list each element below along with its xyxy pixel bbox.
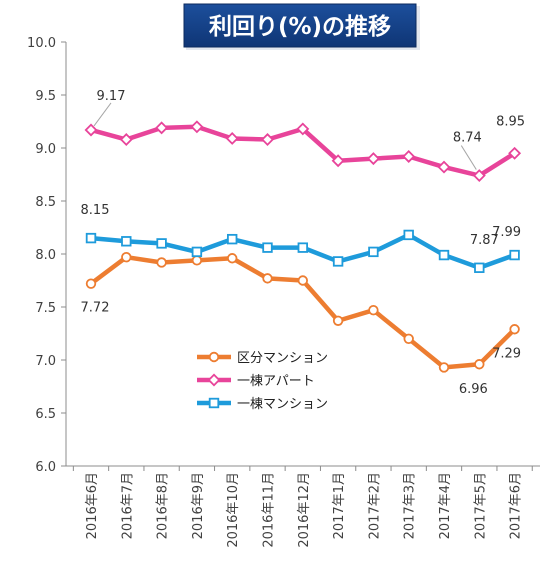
y-tick-label: 6.0 xyxy=(35,460,56,475)
data-point-ittou-mansion xyxy=(403,229,414,241)
x-tick-label: 2016年10月 xyxy=(226,472,241,548)
legend-label-ittou-apart: 一棟アパート xyxy=(237,374,315,389)
data-point-ittou-mansion xyxy=(191,246,203,258)
data-point-ittou-apart xyxy=(155,121,169,135)
x-tick-label: 2016年12月 xyxy=(297,472,312,548)
data-point-ittou-mansion xyxy=(368,246,379,258)
data-point-ittou-apart xyxy=(366,152,380,166)
data-label: 8.15 xyxy=(81,203,110,218)
x-tick-label: 2016年11月 xyxy=(262,472,277,548)
legend-marker-kubun xyxy=(208,351,220,363)
data-point-kubun xyxy=(403,333,414,345)
data-point-ittou-apart xyxy=(261,133,274,146)
data-label: 7.87 xyxy=(470,233,499,248)
x-tick-label: 2016年7月 xyxy=(120,472,135,539)
x-tick-label: 2017年3月 xyxy=(403,472,418,539)
data-point-ittou-apart xyxy=(190,120,204,134)
data-point-ittou-mansion xyxy=(297,242,309,253)
y-tick-label: 9.5 xyxy=(35,89,56,104)
data-point-ittou-mansion xyxy=(332,256,344,267)
x-tick-label: 2016年6月 xyxy=(85,472,100,539)
data-point-ittou-apart xyxy=(84,123,98,137)
data-point-ittou-apart xyxy=(225,131,239,145)
title-banner xyxy=(183,3,417,48)
data-point-ittou-apart xyxy=(472,169,486,183)
chart-title: 利回り(%)の推移 xyxy=(209,14,391,40)
x-tick-label: 2017年1月 xyxy=(332,472,347,539)
x-tick-label: 2016年8月 xyxy=(156,472,171,539)
y-tick-label: 9.0 xyxy=(35,142,56,157)
data-point-kubun xyxy=(191,255,203,266)
data-point-ittou-apart xyxy=(296,122,310,136)
y-tick-label: 6.5 xyxy=(35,407,56,422)
legend-label-ittou-mansion: 一棟マンション xyxy=(237,397,328,412)
data-label: 7.29 xyxy=(492,346,521,361)
y-tick-label: 8.0 xyxy=(35,248,56,263)
x-tick-label: 2016年9月 xyxy=(191,472,206,539)
data-point-kubun xyxy=(85,278,97,289)
data-point-ittou-apart xyxy=(402,150,416,163)
y-tick-label: 10.0 xyxy=(27,36,56,51)
data-point-kubun xyxy=(474,359,485,370)
data-point-ittou-mansion xyxy=(262,242,273,253)
legend-label-kubun: 区分マンション xyxy=(237,351,328,366)
data-point-ittou-mansion xyxy=(474,262,485,273)
legend-marker-ittou-apart xyxy=(207,373,221,387)
data-point-kubun xyxy=(262,273,273,284)
data-point-kubun xyxy=(156,257,167,268)
data-point-ittou-mansion xyxy=(121,236,132,247)
x-tick-label: 2017年6月 xyxy=(509,472,524,539)
data-point-ittou-apart xyxy=(508,146,522,160)
data-point-kubun xyxy=(368,304,379,316)
data-point-kubun xyxy=(332,315,344,326)
y-tick-label: 7.5 xyxy=(35,301,56,316)
data-label: 8.95 xyxy=(496,114,525,129)
data-point-kubun xyxy=(297,275,309,286)
data-point-ittou-apart xyxy=(331,154,345,168)
data-label: 8.74 xyxy=(453,131,482,146)
data-point-ittou-mansion xyxy=(85,232,97,244)
x-tick-label: 2017年2月 xyxy=(367,472,382,539)
x-tick-label: 2017年4月 xyxy=(438,472,453,539)
data-point-kubun xyxy=(509,324,520,335)
y-tick-label: 7.0 xyxy=(35,354,56,369)
data-point-kubun xyxy=(121,251,132,263)
leader-line xyxy=(460,145,477,170)
data-label: 9.17 xyxy=(97,89,126,104)
data-point-ittou-apart xyxy=(119,133,133,146)
data-label: 7.72 xyxy=(81,301,110,316)
data-point-kubun xyxy=(438,362,450,373)
data-point-ittou-mansion xyxy=(226,233,238,245)
leader-line xyxy=(93,102,112,127)
data-label: 7.99 xyxy=(492,225,521,240)
data-point-ittou-mansion xyxy=(438,249,450,261)
y-tick-label: 8.5 xyxy=(35,195,56,210)
legend-marker-ittou-mansion xyxy=(208,397,220,409)
data-point-ittou-apart xyxy=(437,160,451,174)
data-point-ittou-mansion xyxy=(156,238,167,249)
data-point-ittou-mansion xyxy=(509,249,520,261)
data-point-kubun xyxy=(226,253,238,264)
data-label: 6.96 xyxy=(459,382,488,397)
x-tick-label: 2017年5月 xyxy=(473,472,488,539)
